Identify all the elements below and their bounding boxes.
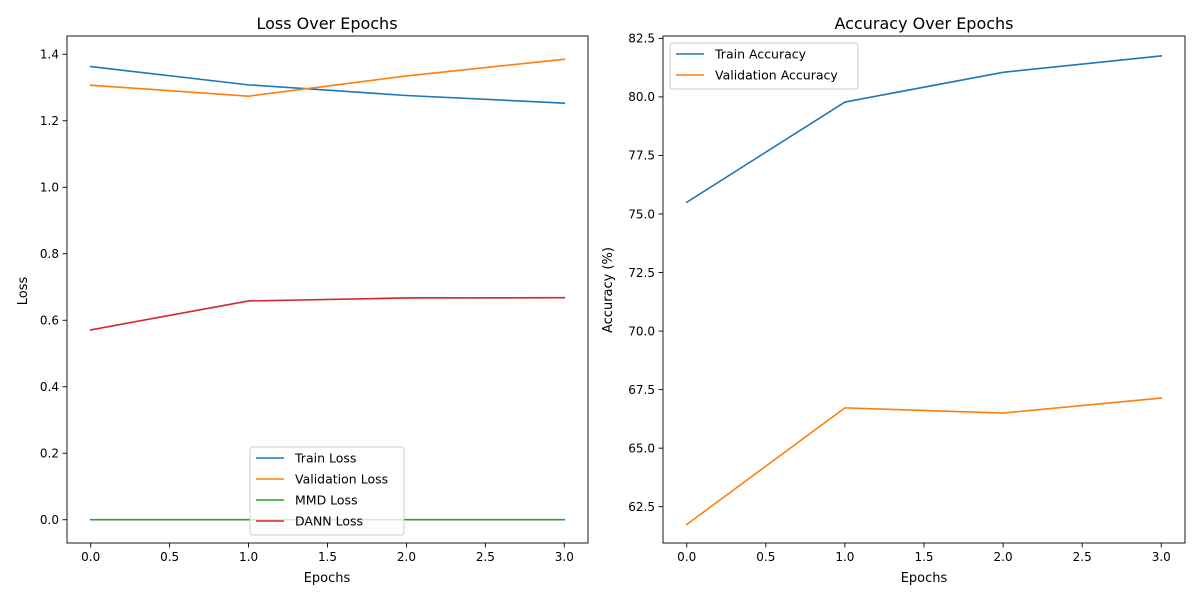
accuracy-y-tick-label: 72.5 [628, 266, 655, 280]
accuracy-chart: Accuracy Over Epochs Epochs Accuracy (%)… [601, 14, 1186, 586]
loss-x-tick-label: 1.0 [239, 550, 258, 564]
loss-y-tick-label: 0.6 [40, 314, 59, 328]
loss-y-tick-label: 1.2 [40, 114, 59, 128]
loss-chart-title: Loss Over Epochs [256, 14, 397, 33]
accuracy-legend-label: Validation Accuracy [715, 68, 838, 83]
accuracy-x-axis-label: Epochs [901, 571, 948, 586]
loss-x-tick-label: 2.5 [476, 550, 495, 564]
loss-series-line-train-loss [89, 65, 566, 104]
loss-x-tick-label: 1.5 [318, 550, 337, 564]
accuracy-y-tick-label: 70.0 [628, 324, 655, 338]
accuracy-y-tick-label: 80.0 [628, 90, 655, 104]
accuracy-x-tick-label: 0.0 [677, 550, 696, 564]
loss-x-tick-label: 2.0 [397, 550, 416, 564]
loss-y-axis-label: Loss [16, 277, 31, 306]
loss-chart: Loss Over Epochs Epochs Loss 0.0 0.5 1.0 1.… [16, 14, 589, 586]
loss-y-tick-label: 0.8 [40, 247, 59, 261]
loss-x-axis-label: Epochs [304, 571, 351, 586]
accuracy-x-tick-label: 2.0 [994, 550, 1013, 564]
accuracy-x-tick-label: 0.5 [756, 550, 775, 564]
loss-legend-box [249, 446, 405, 536]
loss-legend-label: MMD Loss [295, 493, 358, 508]
accuracy-y-tick-label: 67.5 [628, 383, 655, 397]
loss-y-tick-label: 0.4 [40, 380, 59, 394]
accuracy-x-tick-label: 3.0 [1152, 550, 1171, 564]
accuracy-y-tick-label: 62.5 [628, 500, 655, 514]
accuracy-y-tick-label: 65.0 [628, 441, 655, 455]
accuracy-legend: Train Accuracy Validation Accuracy [669, 42, 859, 90]
accuracy-x-tick-label: 2.5 [1073, 550, 1092, 564]
accuracy-chart-title: Accuracy Over Epochs [834, 14, 1013, 33]
accuracy-series-line-validation-accuracy [685, 397, 1163, 526]
accuracy-y-tick-label: 75.0 [628, 207, 655, 221]
accuracy-x-tick-label: 1.5 [914, 550, 933, 564]
loss-legend-label: DANN Loss [295, 514, 363, 529]
loss-legend: Train Loss Validation Loss MMD Loss DANN Lo… [249, 446, 405, 536]
loss-series-line-validation-loss [89, 58, 566, 97]
loss-y-tick-label: 1.0 [40, 181, 59, 195]
loss-series-line-dann-loss [89, 296, 566, 331]
loss-y-tick-label: 0.2 [40, 447, 59, 461]
accuracy-y-axis-label: Accuracy (%) [601, 247, 616, 333]
loss-y-tick-label: 1.4 [40, 48, 59, 62]
accuracy-y-tick-label: 77.5 [628, 149, 655, 163]
accuracy-legend-box [669, 42, 859, 90]
loss-legend-label: Train Loss [294, 451, 356, 466]
loss-x-tick-label: 0.5 [160, 550, 179, 564]
accuracy-y-tick-label: 82.5 [628, 32, 655, 46]
accuracy-x-tick-label: 1.0 [835, 550, 854, 564]
accuracy-legend-label: Train Accuracy [714, 47, 807, 62]
loss-x-tick-label: 3.0 [555, 550, 574, 564]
accuracy-series-line-train-accuracy [685, 55, 1163, 204]
loss-legend-label: Validation Loss [295, 472, 388, 487]
loss-y-tick-label: 0.0 [40, 513, 59, 527]
loss-x-tick-label: 0.0 [81, 550, 100, 564]
